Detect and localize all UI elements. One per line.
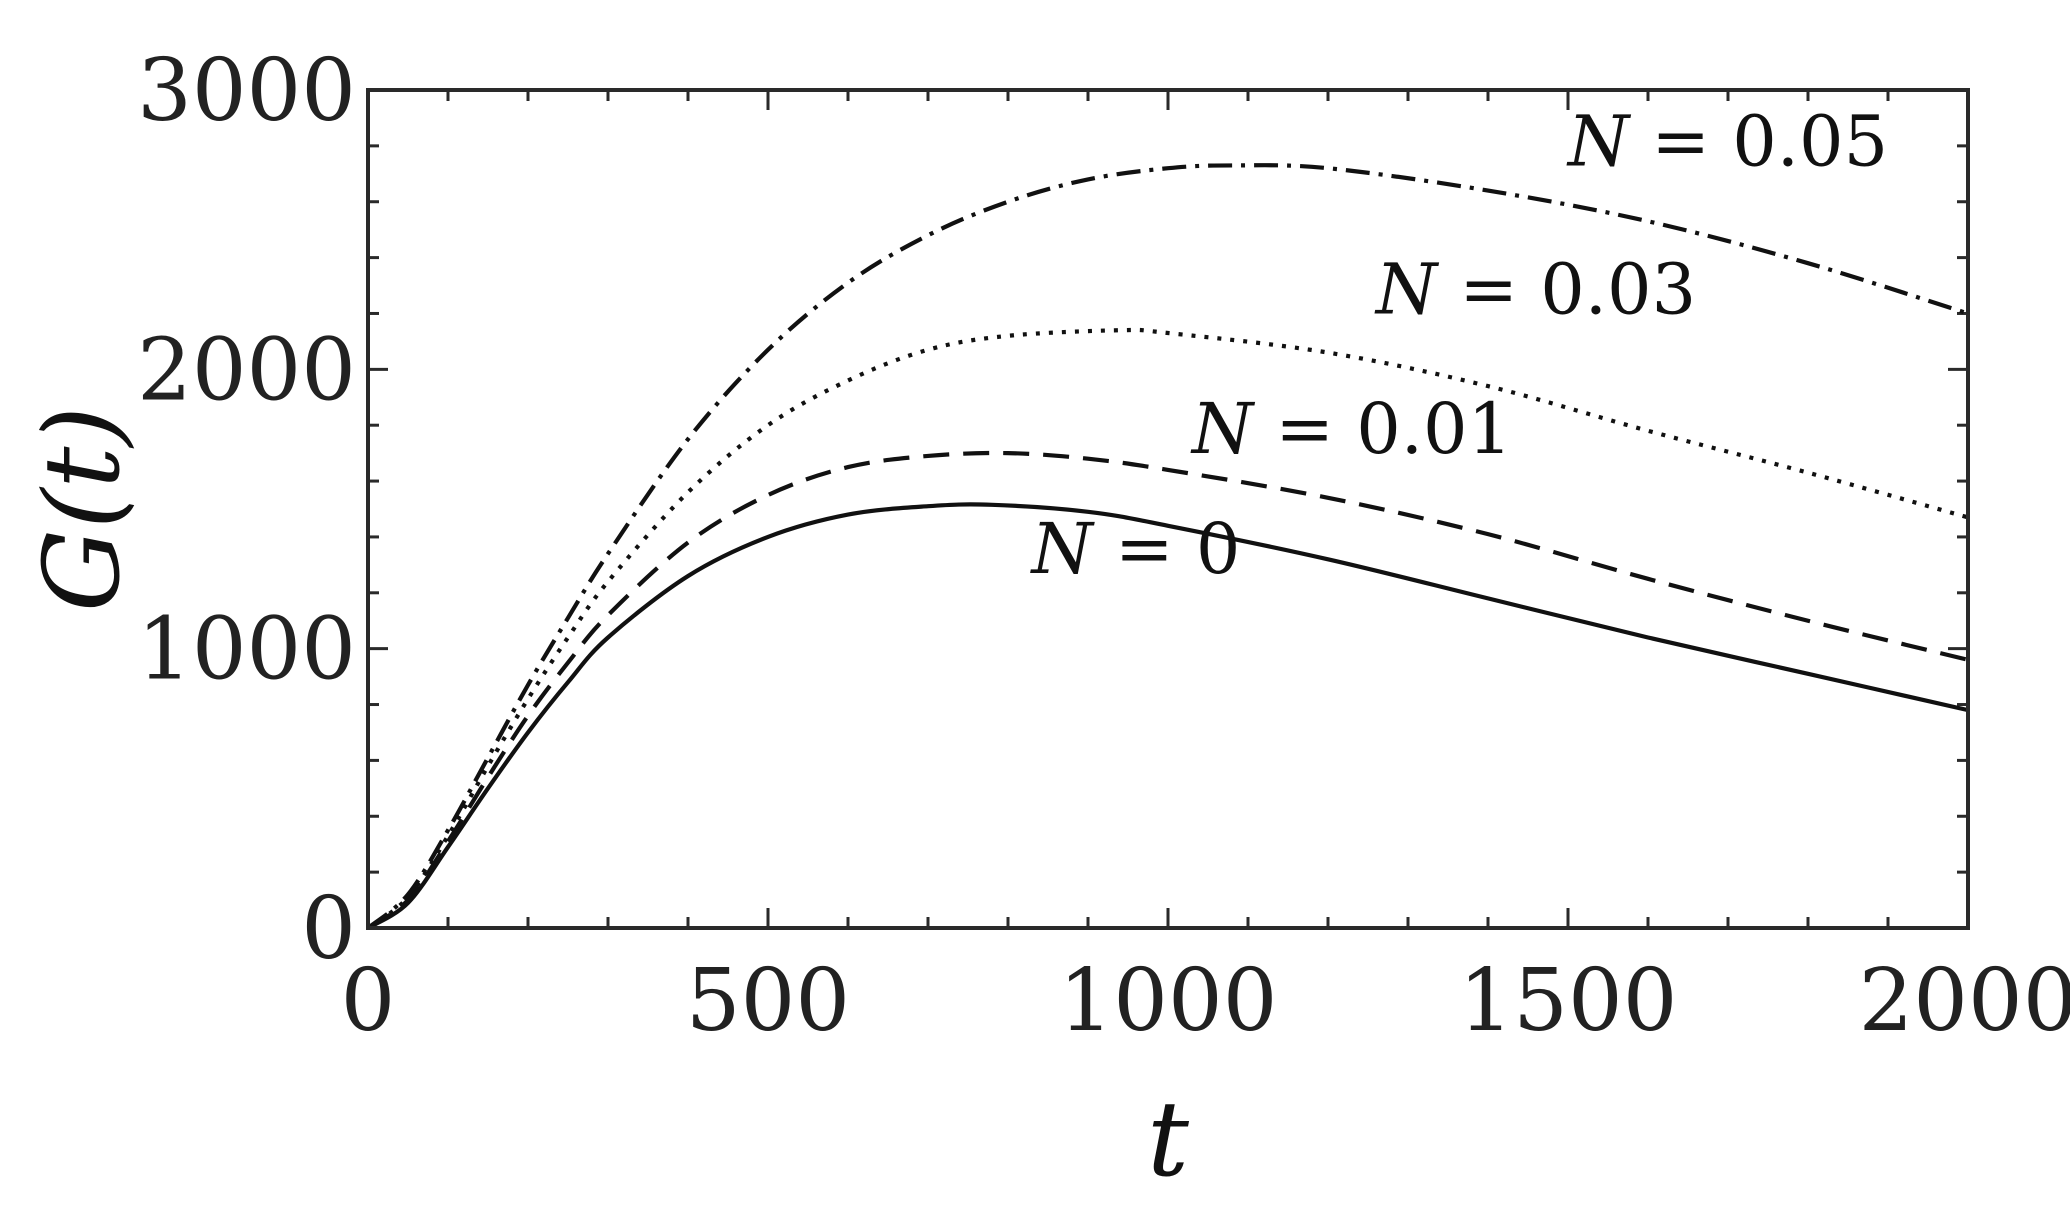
- curve-annotation: N = 0.05: [1566, 100, 1888, 182]
- y-tick-label: 3000: [137, 41, 356, 141]
- x-tick-label: 2000: [1859, 951, 2070, 1051]
- tick-labels: 0 500 1000 1500 2000 0 1000 2000 3000: [137, 41, 2070, 1051]
- x-tick-label: 1000: [1059, 951, 1278, 1051]
- series-line-dashed: [366, 450, 1969, 930]
- x-tick-label: 500: [686, 951, 850, 1051]
- y-axis-title: G(t): [21, 406, 143, 612]
- series-line-dashdot: [366, 163, 1969, 930]
- y-tick-label: 0: [301, 879, 356, 979]
- x-tick-label: 0: [341, 951, 396, 1051]
- x-tick-label: 1500: [1459, 951, 1678, 1051]
- series-line-dotted: [366, 327, 1969, 930]
- annotations: N = 0.05 N = 0.03 N = 0.01 N = 0: [1030, 100, 1889, 590]
- curve-annotation: N = 0.01: [1190, 388, 1512, 470]
- x-axis-title: t: [1147, 1078, 1189, 1200]
- curve-annotation: N = 0.03: [1374, 248, 1696, 330]
- y-tick-label: 1000: [137, 600, 356, 700]
- y-tick-label: 2000: [137, 320, 356, 420]
- plot-frame: [366, 88, 1970, 930]
- curve-annotation: N = 0: [1030, 508, 1241, 590]
- series-layer: [366, 163, 1969, 930]
- series-line-solid: [366, 502, 1969, 930]
